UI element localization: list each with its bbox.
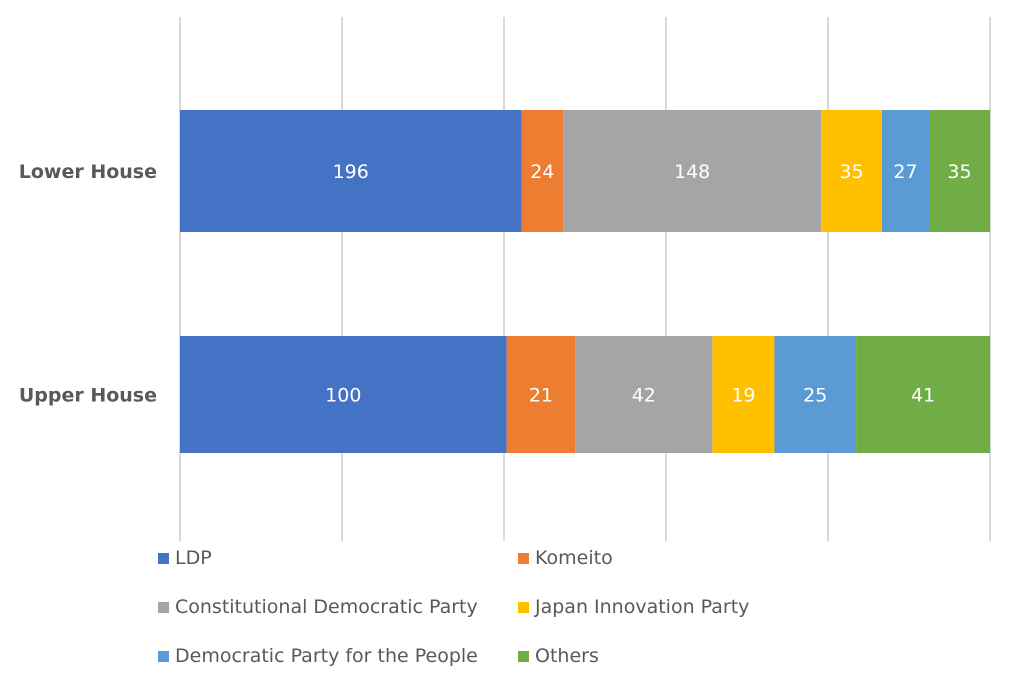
legend-swatch: [158, 650, 169, 662]
legend-swatch: [158, 601, 169, 613]
data-label: 21: [529, 385, 553, 407]
bar-segment-komeito: [506, 336, 576, 453]
bar-segment-constitutional-democratic-party: [563, 110, 822, 232]
data-label: 196: [333, 161, 369, 183]
legend-label: Democratic Party for the People: [175, 645, 478, 667]
data-label: 100: [325, 385, 361, 407]
legend-item: LDP: [158, 543, 212, 573]
data-label: 35: [947, 161, 971, 183]
bars: 196 24 148 35 27 35 100 21 42 19 25 41: [180, 110, 990, 453]
legend-swatch: [518, 552, 529, 564]
bar-segment-komeito: [521, 110, 564, 232]
bar-segment-others: [929, 110, 990, 232]
bar-segment-ldp: [180, 336, 507, 453]
legend-item: Japan Innovation Party: [518, 592, 749, 622]
bar-segment-japan-innovation-party: [821, 110, 882, 232]
legend-label: Constitutional Democratic Party: [175, 596, 478, 618]
bar-segment-democratic-party-for-the-people: [882, 110, 930, 232]
category-label: Lower House: [19, 161, 157, 183]
legend-item: Constitutional Democratic Party: [158, 592, 478, 622]
bar-segment-japan-innovation-party: [712, 336, 775, 453]
legend-item: Democratic Party for the People: [158, 641, 478, 671]
data-label: 148: [674, 161, 710, 183]
legend-swatch: [518, 650, 529, 662]
data-label: 24: [530, 161, 554, 183]
data-label: 19: [731, 385, 755, 407]
category-labels: Lower House Upper House: [19, 161, 157, 407]
bar-segment-democratic-party-for-the-people: [774, 336, 857, 453]
bar-segment-others: [856, 336, 990, 453]
legend-item: Others: [518, 641, 599, 671]
data-label: 41: [911, 385, 935, 407]
data-label: 27: [893, 161, 917, 183]
legend-swatch: [158, 552, 169, 564]
data-label: 42: [632, 385, 656, 407]
gridlines: [179, 17, 991, 541]
legend-swatch: [518, 601, 529, 613]
legend-label: Komeito: [535, 547, 613, 569]
bar-segment-constitutional-democratic-party: [575, 336, 713, 453]
data-label: 25: [803, 385, 827, 407]
legend-item: Komeito: [518, 543, 613, 573]
legend-label: Others: [535, 645, 599, 667]
category-label: Upper House: [19, 385, 157, 407]
data-label: 35: [839, 161, 863, 183]
legend-label: LDP: [175, 547, 212, 569]
legend-label: Japan Innovation Party: [535, 596, 750, 618]
bar-segment-ldp: [180, 110, 522, 232]
